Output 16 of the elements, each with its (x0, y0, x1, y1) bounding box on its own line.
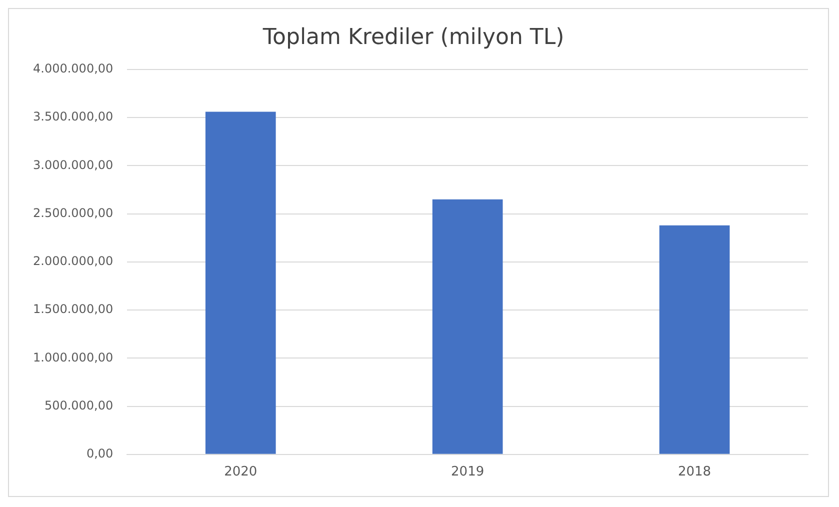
y-tick-label: 0,00 (86, 446, 114, 461)
y-tick-label: 2.500.000,00 (33, 206, 114, 220)
y-tick-label: 500.000,00 (44, 398, 114, 412)
y-tick-label: 3.500.000,00 (33, 110, 114, 124)
bar (205, 112, 276, 454)
chart-title: Toplam Krediler (milyon TL) (262, 24, 564, 50)
y-tick-label: 1.000.000,00 (33, 350, 114, 364)
y-tick-label: 2.000.000,00 (33, 254, 114, 268)
x-tick-label: 2018 (678, 464, 712, 480)
x-tick-label: 2019 (451, 464, 484, 480)
bar (659, 225, 730, 454)
bar (432, 199, 503, 454)
y-tick-label: 3.000.000,00 (33, 158, 114, 172)
x-tick-label: 2020 (224, 464, 258, 480)
y-tick-label: 1.500.000,00 (33, 302, 114, 316)
y-tick-label: 4.000.000,00 (33, 62, 114, 76)
